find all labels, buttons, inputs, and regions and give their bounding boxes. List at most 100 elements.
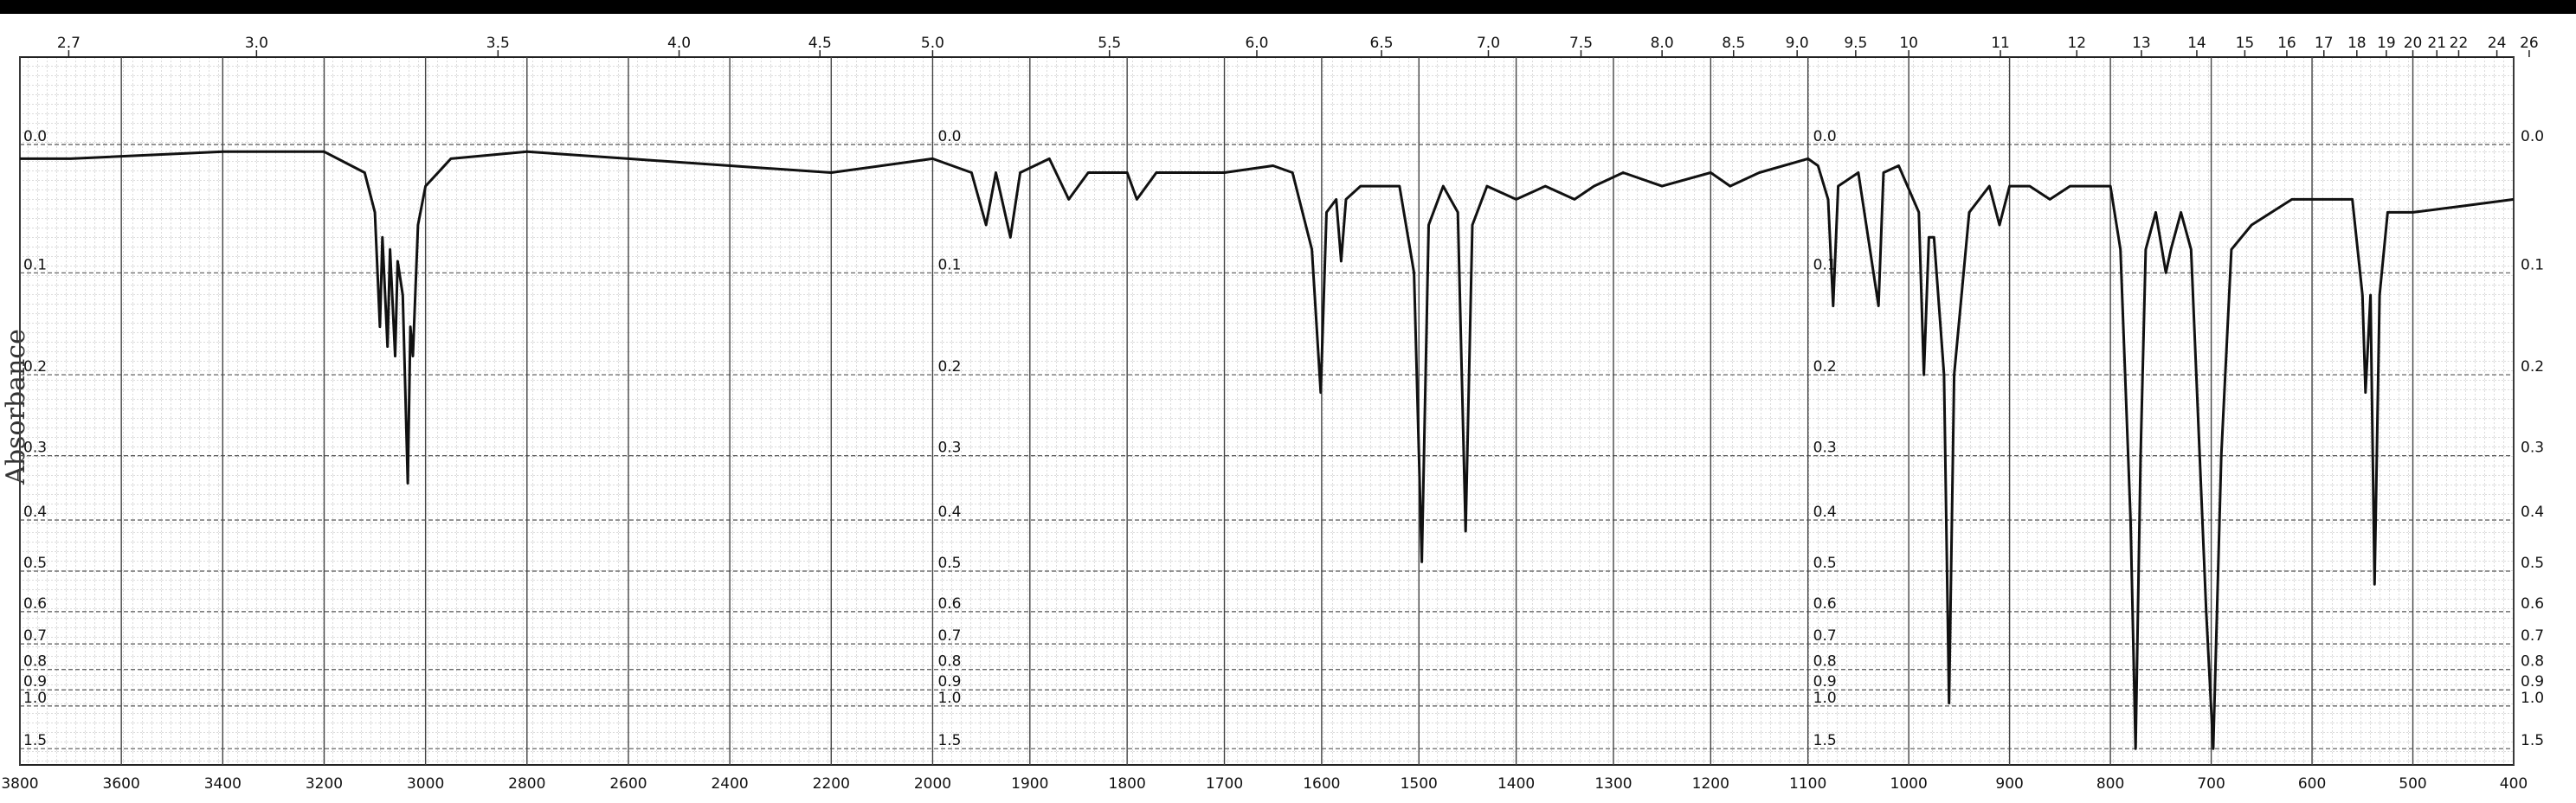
x-tick-label: 700 bbox=[2197, 775, 2225, 793]
y-tick-label: 0.4 bbox=[23, 504, 47, 521]
x2-tick-label: 22 bbox=[2450, 35, 2469, 52]
y-tick-label: 0.0 bbox=[937, 128, 961, 145]
x2-tick-label: 9.5 bbox=[1844, 35, 1867, 52]
x2-tick-label: 26 bbox=[2520, 35, 2539, 52]
x2-tick-label: 6.5 bbox=[1370, 35, 1394, 52]
x-tick-label: 3800 bbox=[1, 775, 38, 793]
y-tick-label: 0.6 bbox=[2521, 595, 2544, 613]
y-tick-label: 0.7 bbox=[23, 627, 47, 645]
x-tick-label: 900 bbox=[1995, 775, 2023, 793]
y-tick-label: 0.6 bbox=[23, 595, 47, 613]
x-tick-label: 1000 bbox=[1890, 775, 1928, 793]
y-tick-label: 0.3 bbox=[23, 440, 47, 457]
x2-tick-label: 7.5 bbox=[1569, 35, 1593, 52]
y-tick-label: 0.3 bbox=[2521, 440, 2544, 457]
x2-tick-label: 4.0 bbox=[667, 35, 691, 52]
x2-tick-label: 24 bbox=[2488, 35, 2507, 52]
y-axis-label: Absorbance bbox=[1, 329, 31, 485]
y-tick-label: 1.0 bbox=[2521, 690, 2544, 707]
x2-tick-label: 10 bbox=[1899, 35, 1918, 52]
x-tick-label: 2200 bbox=[813, 775, 850, 793]
x-tick-label: 600 bbox=[2298, 775, 2326, 793]
y-tick-label: 0.0 bbox=[2521, 128, 2544, 145]
x2-tick-label: 21 bbox=[2427, 35, 2446, 52]
x2-tick-label: 4.5 bbox=[808, 35, 832, 52]
y-tick-label: 1.5 bbox=[1813, 732, 1837, 749]
x-tick-label: 2000 bbox=[914, 775, 951, 793]
y-tick-label: 0.8 bbox=[23, 653, 47, 671]
y-tick-label: 0.2 bbox=[2521, 358, 2544, 376]
y-tick-label: 0.6 bbox=[937, 595, 961, 613]
x2-tick-label: 12 bbox=[2067, 35, 2086, 52]
y-tick-label: 0.5 bbox=[1813, 555, 1837, 572]
x2-tick-label: 7.0 bbox=[1477, 35, 1500, 52]
x-tick-label: 1700 bbox=[1206, 775, 1243, 793]
y-tick-label: 0.4 bbox=[937, 504, 961, 521]
x2-tick-label: 9.0 bbox=[1786, 35, 1809, 52]
y-tick-label: 0.3 bbox=[937, 440, 961, 457]
x-tick-label: 3000 bbox=[407, 775, 444, 793]
y-tick-label: 0.5 bbox=[937, 555, 961, 572]
y-tick-label: 0.9 bbox=[1813, 673, 1837, 691]
x2-tick-label: 3.5 bbox=[486, 35, 510, 52]
y-tick-label: 0.4 bbox=[1813, 504, 1837, 521]
y-tick-label: 0.7 bbox=[1813, 627, 1837, 645]
y-tick-label: 0.2 bbox=[937, 358, 961, 376]
y-tick-label: 1.5 bbox=[937, 732, 961, 749]
x-tick-label: 1500 bbox=[1401, 775, 1438, 793]
y-tick-label: 0.7 bbox=[2521, 627, 2544, 645]
y-tick-label: 0.2 bbox=[1813, 358, 1837, 376]
marks bbox=[20, 150, 2515, 750]
x2-tick-label: 14 bbox=[2187, 35, 2206, 52]
labels: 0.0 0.0 0.0 0.0 0.1 0.1 0.1 0.1 0.2 0.2 0.2 0.2 0.3 0… bbox=[1, 35, 2544, 793]
x2-tick-label: 19 bbox=[2377, 35, 2396, 52]
x-tick-label: 2400 bbox=[711, 775, 748, 793]
y-tick-label: 0.8 bbox=[1813, 653, 1837, 671]
y-tick-label: 0.0 bbox=[1813, 128, 1837, 145]
x2-tick-label: 13 bbox=[2132, 35, 2151, 52]
x2-tick-label: 5.0 bbox=[921, 35, 944, 52]
y-tick-label: 1.0 bbox=[937, 690, 961, 707]
x2-tick-label: 3.0 bbox=[245, 35, 268, 52]
spectrum-line bbox=[20, 150, 2515, 750]
x-tick-label: 1200 bbox=[1692, 775, 1729, 793]
x-tick-label: 1100 bbox=[1789, 775, 1826, 793]
y-tick-label: 0.9 bbox=[23, 673, 47, 691]
x2-tick-label: 16 bbox=[2277, 35, 2296, 52]
x-tick-label: 1400 bbox=[1497, 775, 1535, 793]
x-tick-label: 3200 bbox=[306, 775, 343, 793]
y-tick-label: 0.4 bbox=[2521, 504, 2544, 521]
y-tick-label: 0.9 bbox=[937, 673, 961, 691]
x-tick-label: 1300 bbox=[1594, 775, 1632, 793]
x-tick-label: 800 bbox=[2096, 775, 2124, 793]
x-tick-label: 2800 bbox=[508, 775, 545, 793]
y-tick-label: 1.0 bbox=[23, 690, 47, 707]
y-tick-label: 0.8 bbox=[937, 653, 961, 671]
y-tick-label: 1.5 bbox=[23, 732, 47, 749]
y-tick-label: 0.9 bbox=[2521, 673, 2544, 691]
x-tick-label: 3400 bbox=[204, 775, 242, 793]
x-tick-label: 500 bbox=[2399, 775, 2426, 793]
x-tick-label: 3600 bbox=[103, 775, 140, 793]
y-tick-label: 0.1 bbox=[937, 256, 961, 273]
y-tick-label: 0.5 bbox=[2521, 555, 2544, 572]
x2-tick-label: 5.5 bbox=[1098, 35, 1121, 52]
x2-tick-label: 20 bbox=[2404, 35, 2423, 52]
x-tick-label: 2600 bbox=[609, 775, 647, 793]
x2-tick-label: 15 bbox=[2236, 35, 2255, 52]
y-tick-label: 1.0 bbox=[1813, 690, 1837, 707]
x2-tick-label: 17 bbox=[2315, 35, 2334, 52]
x-tick-label: 1800 bbox=[1109, 775, 1146, 793]
x2-tick-label: 2.7 bbox=[57, 35, 80, 52]
x-tick-label: 1900 bbox=[1011, 775, 1048, 793]
x2-tick-label: 6.0 bbox=[1245, 35, 1268, 52]
y-tick-label: 0.5 bbox=[23, 555, 47, 572]
y-tick-label: 0.1 bbox=[23, 256, 47, 273]
x2-tick-label: 8.5 bbox=[1722, 35, 1745, 52]
chart-paper bbox=[20, 57, 2514, 765]
y-tick-label: 0.1 bbox=[1813, 256, 1837, 273]
x2-tick-label: 8.0 bbox=[1651, 35, 1674, 52]
x2-tick-label: 11 bbox=[1991, 35, 2010, 52]
x-tick-label: 1600 bbox=[1303, 775, 1340, 793]
